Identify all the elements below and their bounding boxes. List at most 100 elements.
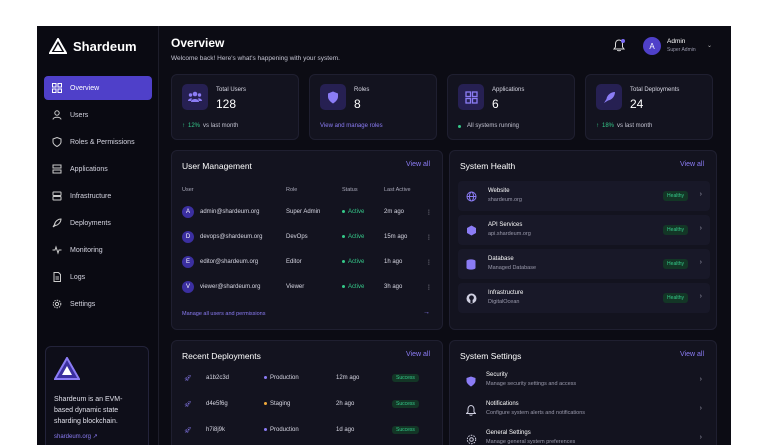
health-name: Database <box>488 256 514 262</box>
health-item-website[interactable]: Website shardeum.org Healthy › <box>458 181 710 211</box>
sidebar-item-monitoring[interactable]: Monitoring <box>44 238 152 262</box>
file-icon <box>53 272 61 282</box>
brand-name: Shardeum <box>73 38 137 54</box>
user-role: Viewer <box>286 284 305 290</box>
panel-title: Recent Deployments <box>182 351 261 361</box>
stat-value: 6 <box>492 97 499 111</box>
sidebar-item-label: Overview <box>70 84 100 92</box>
health-sub: shardeum.org <box>488 197 522 203</box>
arrow-up-icon: ↑ <box>182 123 185 129</box>
more-icon[interactable]: ⋮ <box>426 260 432 266</box>
stat-value: 24 <box>630 97 644 111</box>
shield-icon <box>320 84 346 110</box>
notifications-button[interactable] <box>613 39 625 57</box>
system-health-panel: System Health View all Website shardeum.… <box>449 150 717 330</box>
column-header: Role <box>286 187 298 193</box>
chevron-down-icon[interactable]: ⌄ <box>707 43 713 49</box>
avatar: V <box>182 281 194 293</box>
sidebar-item-deployments[interactable]: Deployments <box>44 211 152 235</box>
last-active: 1h ago <box>384 259 403 265</box>
rocket-icon: 🚀︎ <box>184 376 192 382</box>
sidebar-item-label: Monitoring <box>70 246 103 254</box>
status-badge: Success <box>392 400 419 408</box>
settings-item-notifications[interactable]: Notifications Configure system alerts an… <box>458 398 710 424</box>
last-active: 2m ago <box>384 209 405 215</box>
view-all-link[interactable]: View all <box>406 351 430 358</box>
stat-card-users[interactable]: Total Users 128 ↑ 12% vs last month <box>171 74 299 140</box>
table-row[interactable]: V viewer@shardeum.org Viewer Active 3h a… <box>180 278 436 298</box>
user-email: viewer@shardeum.org <box>200 284 261 290</box>
stat-trend: ↑ 18% vs last month <box>596 123 653 129</box>
user-management-panel: User Management View all User Role Statu… <box>171 150 443 330</box>
environment: Staging <box>264 401 290 407</box>
main-content: Overview Welcome back! Here's what's hap… <box>171 26 731 445</box>
table-row[interactable]: E editor@shardeum.org Editor Active 1h a… <box>180 253 436 273</box>
sidebar-item-overview[interactable]: Overview <box>44 76 152 100</box>
sidebar-item-settings[interactable]: Settings <box>44 292 152 316</box>
users-icon <box>182 84 208 110</box>
grid-icon <box>458 84 484 110</box>
settings-sub: Configure system alerts and notification… <box>486 410 586 416</box>
more-icon[interactable]: ⋮ <box>426 210 432 216</box>
commit-hash: a1b2c3d <box>206 375 230 381</box>
more-icon[interactable]: ⋮ <box>426 285 432 291</box>
stat-card-applications[interactable]: Applications 6 All systems running <box>447 74 575 140</box>
stat-card-roles[interactable]: Roles 8 View and manage roles <box>309 74 437 140</box>
rocket-icon: 🚀︎ <box>184 402 192 408</box>
manage-users-link[interactable]: Manage all users and permissions <box>182 311 266 317</box>
sidebar-item-roles[interactable]: Roles & Permissions <box>44 130 152 154</box>
promo-link[interactable]: shardeum.org ↗ <box>54 434 98 440</box>
user-role: Super Admin <box>667 47 696 53</box>
health-name: Website <box>488 188 510 194</box>
sidebar-item-applications[interactable]: Applications <box>44 157 152 181</box>
stat-card-deployments[interactable]: Total Deployments 24 ↑ 18% vs last month <box>585 74 713 140</box>
health-item-database[interactable]: Database Managed Database Healthy › <box>458 249 710 279</box>
sidebar: Shardeum Overview Users Roles & Permissi… <box>37 26 159 445</box>
pulse-icon <box>52 245 62 255</box>
sidebar-item-infrastructure[interactable]: Infrastructure <box>44 184 152 208</box>
environment: Production <box>264 427 299 433</box>
avatar: E <box>182 256 194 268</box>
sidebar-item-label: Deployments <box>70 219 111 227</box>
table-row[interactable]: A admin@shardeum.org Super Admin Active … <box>180 203 436 223</box>
last-active: 15m ago <box>384 234 408 240</box>
settings-item-general[interactable]: General Settings Manage general system p… <box>458 427 710 445</box>
brand-logo[interactable]: Shardeum <box>49 38 137 54</box>
health-sub: Managed Database <box>488 265 537 271</box>
view-all-link[interactable]: View all <box>680 351 704 358</box>
settings-item-security[interactable]: Security Manage security settings and ac… <box>458 369 710 395</box>
view-all-link[interactable]: View all <box>406 161 430 168</box>
avatar[interactable]: A <box>643 37 661 55</box>
table-row[interactable]: D devops@shardeum.org DevOps Active 15m … <box>180 228 436 248</box>
view-roles-link[interactable]: View and manage roles <box>320 123 383 129</box>
chevron-right-icon: › <box>699 293 702 300</box>
health-item-api[interactable]: API Services api.shardeum.org Healthy › <box>458 215 710 245</box>
bell-icon <box>464 403 478 417</box>
rocket-icon <box>52 218 62 228</box>
sidebar-item-logs[interactable]: Logs <box>44 265 152 289</box>
status-badge: Healthy <box>663 225 688 235</box>
cube-icon <box>464 223 478 237</box>
promo-card: Shardeum is an EVM-based dynamic state s… <box>45 346 149 445</box>
stat-value: 128 <box>216 97 237 111</box>
arrow-right-icon[interactable]: → <box>423 309 430 316</box>
chevron-right-icon: › <box>699 191 702 198</box>
shardeum-logo-icon <box>53 355 81 380</box>
list-item[interactable]: 🚀︎ h7i8j9k Production 1d ago Success <box>180 419 436 443</box>
status-badge: Healthy <box>663 191 688 201</box>
list-item[interactable]: 🚀︎ a1b2c3d Production 12m ago Success <box>180 367 436 391</box>
sidebar-item-label: Roles & Permissions <box>70 138 135 146</box>
status-badge: Healthy <box>663 293 688 303</box>
health-item-infrastructure[interactable]: Infrastructure DigitalOcean Healthy › <box>458 283 710 313</box>
settings-name: Security <box>486 372 508 378</box>
list-item[interactable]: 🚀︎ d4e5f6g Staging 2h ago Success <box>180 393 436 417</box>
user-email: editor@shardeum.org <box>200 259 259 265</box>
server-icon <box>52 191 62 201</box>
user-name: Admin <box>667 38 686 45</box>
sidebar-item-label: Users <box>70 111 89 119</box>
arrow-up-icon: ↑ <box>596 123 599 129</box>
sidebar-item-users[interactable]: Users <box>44 103 152 127</box>
more-icon[interactable]: ⋮ <box>426 235 432 241</box>
view-all-link[interactable]: View all <box>680 161 704 168</box>
avatar: D <box>182 231 194 243</box>
